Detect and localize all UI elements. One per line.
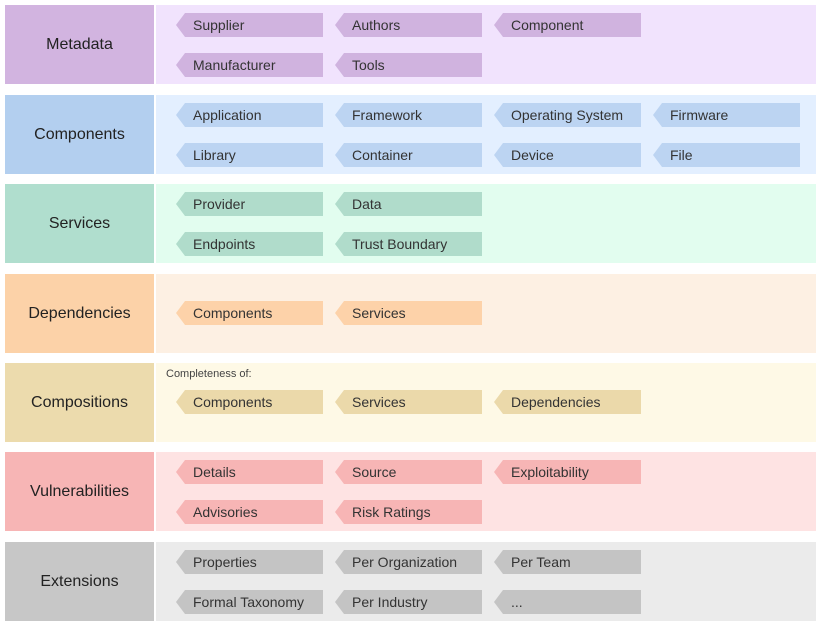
- vulnerabilities-body: Details Source Exploitability Advisories…: [156, 452, 816, 531]
- compositions-note: Completeness of:: [166, 368, 252, 380]
- dependencies-label: Dependencies: [5, 274, 154, 353]
- tag-comp-components: Components: [176, 390, 323, 414]
- tag-endpoints: Endpoints: [176, 232, 323, 256]
- extensions-section: Extensions Properties Per Organization P…: [5, 542, 816, 621]
- tag-library: Library: [176, 143, 323, 167]
- tag-per-team: Per Team: [494, 550, 641, 574]
- services-label: Services: [5, 184, 154, 263]
- tag-supplier: Supplier: [176, 13, 323, 37]
- tag-dep-services: Services: [335, 301, 482, 325]
- tag-device: Device: [494, 143, 641, 167]
- extensions-body: Properties Per Organization Per Team For…: [156, 542, 816, 621]
- tag-exploitability: Exploitability: [494, 460, 641, 484]
- components-section: Components Application Framework Operati…: [5, 95, 816, 174]
- tag-details: Details: [176, 460, 323, 484]
- tag-manufacturer: Manufacturer: [176, 53, 323, 77]
- services-section: Services Provider Data Endpoints Trust B…: [5, 184, 816, 263]
- compositions-section: Compositions Completeness of: Components…: [5, 363, 816, 442]
- vulnerabilities-section: Vulnerabilities Details Source Exploitab…: [5, 452, 816, 531]
- components-body: Application Framework Operating System F…: [156, 95, 816, 174]
- tag-framework: Framework: [335, 103, 482, 127]
- metadata-body: Supplier Authors Component Manufacturer …: [156, 5, 816, 84]
- components-label: Components: [5, 95, 154, 174]
- tag-operating-system: Operating System: [494, 103, 641, 127]
- tag-comp-dependencies: Dependencies: [494, 390, 641, 414]
- dependencies-body: Components Services: [156, 274, 816, 353]
- vulnerabilities-label: Vulnerabilities: [5, 452, 154, 531]
- compositions-body: Completeness of: Components Services Dep…: [156, 363, 816, 442]
- tag-per-organization: Per Organization: [335, 550, 482, 574]
- tag-comp-services: Services: [335, 390, 482, 414]
- tag-application: Application: [176, 103, 323, 127]
- metadata-label: Metadata: [5, 5, 154, 84]
- tag-advisories: Advisories: [176, 500, 323, 524]
- tag-properties: Properties: [176, 550, 323, 574]
- tag-component: Component: [494, 13, 641, 37]
- tag-firmware: Firmware: [653, 103, 800, 127]
- tag-dep-components: Components: [176, 301, 323, 325]
- tag-source: Source: [335, 460, 482, 484]
- tag-file: File: [653, 143, 800, 167]
- tag-trust-boundary: Trust Boundary: [335, 232, 482, 256]
- compositions-label: Compositions: [5, 363, 154, 442]
- tag-provider: Provider: [176, 192, 323, 216]
- dependencies-section: Dependencies Components Services: [5, 274, 816, 353]
- tag-tools: Tools: [335, 53, 482, 77]
- tag-per-industry: Per Industry: [335, 590, 482, 614]
- extensions-label: Extensions: [5, 542, 154, 621]
- metadata-section: Metadata Supplier Authors Component Manu…: [5, 5, 816, 84]
- tag-ellipsis: ...: [494, 590, 641, 614]
- tag-risk-ratings: Risk Ratings: [335, 500, 482, 524]
- tag-data: Data: [335, 192, 482, 216]
- tag-formal-taxonomy: Formal Taxonomy: [176, 590, 323, 614]
- tag-container: Container: [335, 143, 482, 167]
- services-body: Provider Data Endpoints Trust Boundary: [156, 184, 816, 263]
- tag-authors: Authors: [335, 13, 482, 37]
